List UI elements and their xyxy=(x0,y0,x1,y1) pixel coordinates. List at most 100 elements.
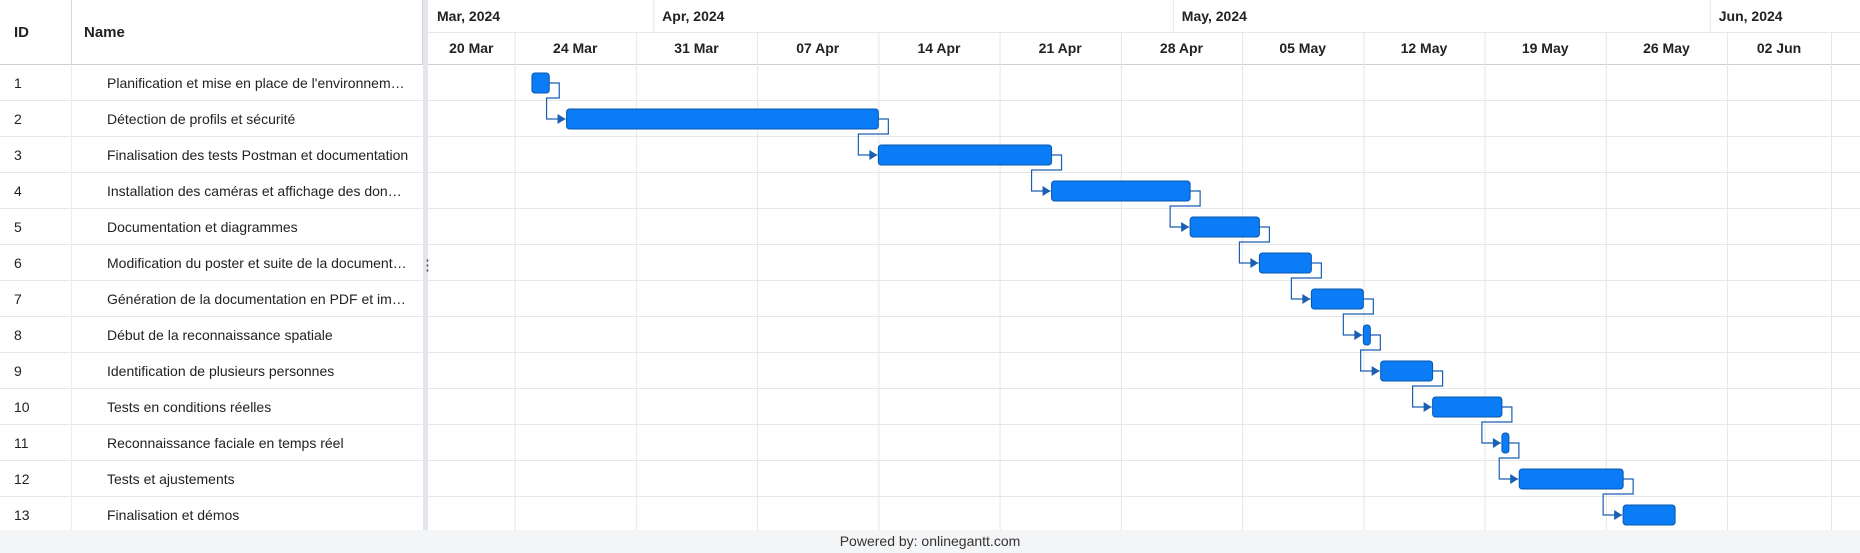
dependency-arrow-icon xyxy=(1423,402,1432,412)
task-name[interactable]: Reconnaissance faciale en temps réel xyxy=(107,435,344,451)
dependency-arrow-icon xyxy=(1354,330,1363,340)
task-name[interactable]: Détection de profils et sécurité xyxy=(107,111,296,127)
task-row[interactable]: 5 Documentation et diagrammes xyxy=(0,209,423,245)
splitter-handle-icon[interactable]: ⋮ xyxy=(420,257,435,274)
month-label: May, 2024 xyxy=(1182,8,1247,24)
task-row[interactable]: 12 Tests et ajustements xyxy=(0,461,423,497)
task-row[interactable]: 1 Planification et mise en place de l'env… xyxy=(0,65,423,101)
column-divider xyxy=(71,425,72,461)
task-row[interactable]: 7 Génération de la documentation en PDF e… xyxy=(0,281,423,317)
week-label: 31 Mar xyxy=(674,40,719,56)
column-divider xyxy=(71,137,72,173)
task-row[interactable]: 13 Finalisation et démos xyxy=(0,497,423,530)
task-name[interactable]: Installation des caméras et affichage de… xyxy=(107,183,409,199)
task-id: 10 xyxy=(14,399,30,415)
task-row[interactable]: 9 Identification de plusieurs personnes xyxy=(0,353,423,389)
task-id: 6 xyxy=(14,255,22,271)
dependency-link xyxy=(1602,478,1634,516)
task-bar[interactable] xyxy=(1362,324,1371,346)
month-label: Jun, 2024 xyxy=(1719,8,1783,24)
task-bar[interactable] xyxy=(1051,180,1191,202)
week-label: 05 May xyxy=(1279,40,1326,56)
dependency-link xyxy=(545,82,566,120)
task-id: 4 xyxy=(14,183,22,199)
dependency-link xyxy=(1360,334,1381,372)
week-label: 02 Jun xyxy=(1757,40,1801,56)
task-id: 1 xyxy=(14,75,22,91)
task-id: 7 xyxy=(14,291,22,307)
task-id: 5 xyxy=(14,219,22,235)
task-id: 3 xyxy=(14,147,22,163)
task-bar[interactable] xyxy=(1380,360,1434,382)
month-label: Apr, 2024 xyxy=(662,8,724,24)
column-divider xyxy=(71,245,72,281)
task-name[interactable]: Finalisation et démos xyxy=(107,507,240,523)
task-row[interactable]: 8 Début de la reconnaissance spatiale xyxy=(0,317,423,353)
task-name[interactable]: Modification du poster et suite de la do… xyxy=(107,255,409,271)
id-column-header[interactable]: ID xyxy=(0,0,72,65)
task-name[interactable]: Génération de la documentation en PDF et… xyxy=(107,291,409,307)
task-row[interactable]: 11 Reconnaissance faciale en temps réel xyxy=(0,425,423,461)
week-label: 12 May xyxy=(1401,40,1448,56)
task-id: 11 xyxy=(14,435,29,451)
week-label: 20 Mar xyxy=(449,40,494,56)
task-bar[interactable] xyxy=(1518,468,1624,490)
task-bar[interactable] xyxy=(566,108,879,130)
task-bar[interactable] xyxy=(1310,288,1364,310)
name-column-header[interactable]: Name xyxy=(84,24,125,41)
task-name[interactable]: Tests et ajustements xyxy=(107,471,235,487)
column-divider xyxy=(71,101,72,137)
dependency-link xyxy=(1030,154,1063,192)
task-row[interactable]: 2 Détection de profils et sécurité xyxy=(0,101,423,137)
task-name[interactable]: Tests en conditions réelles xyxy=(107,399,272,415)
task-bar[interactable] xyxy=(1258,252,1312,274)
column-divider xyxy=(71,353,72,389)
week-label: 14 Apr xyxy=(917,40,961,56)
week-label: 26 May xyxy=(1643,40,1690,56)
dependency-arrow-icon xyxy=(1250,258,1259,268)
gantt-chart: ID Name 1 Planification et mise en place … xyxy=(0,0,1860,530)
task-id: 2 xyxy=(14,111,22,127)
week-label: 28 Apr xyxy=(1160,40,1204,56)
task-bar[interactable] xyxy=(1501,432,1510,454)
task-name[interactable]: Début de la reconnaissance spatiale xyxy=(107,327,333,343)
task-row[interactable]: 3 Finalisation des tests Postman et docum… xyxy=(0,137,423,173)
task-id: 12 xyxy=(14,471,30,487)
column-divider xyxy=(71,209,72,245)
week-label: 24 Mar xyxy=(553,40,598,56)
dependency-arrow-icon xyxy=(1492,438,1501,448)
task-id: 8 xyxy=(14,327,22,343)
task-name[interactable]: Planification et mise en place de l'envi… xyxy=(107,75,409,91)
grid-splitter[interactable] xyxy=(423,0,428,530)
week-label: 19 May xyxy=(1522,40,1569,56)
task-name[interactable]: Finalisation des tests Postman et docume… xyxy=(107,147,409,163)
task-bar[interactable] xyxy=(531,72,550,94)
task-bar[interactable] xyxy=(1622,504,1676,526)
task-row[interactable]: 6 Modification du poster et suite de la d… xyxy=(0,245,423,281)
week-label: 21 Apr xyxy=(1039,40,1083,56)
dependency-arrow-icon xyxy=(1614,510,1623,520)
dependency-arrow-icon xyxy=(1371,366,1380,376)
task-name[interactable]: Identification de plusieurs personnes xyxy=(107,363,335,379)
dependency-arrow-icon xyxy=(557,114,566,124)
column-divider xyxy=(71,389,72,425)
dependency-link xyxy=(1481,406,1513,444)
task-id: 13 xyxy=(14,507,30,523)
task-row[interactable]: 4 Installation des caméras et affichage d… xyxy=(0,173,423,209)
task-bar[interactable] xyxy=(1432,396,1503,418)
dependency-arrow-icon xyxy=(1302,294,1311,304)
column-divider xyxy=(71,317,72,353)
dependency-arrow-icon xyxy=(1181,222,1190,232)
dependency-link xyxy=(857,118,889,156)
month-label: Mar, 2024 xyxy=(437,8,500,24)
task-row[interactable]: 10 Tests en conditions réelles xyxy=(0,389,423,425)
powered-by-footer[interactable]: Powered by: onlinegantt.com xyxy=(0,530,1860,553)
task-bar[interactable] xyxy=(877,144,1053,166)
column-divider xyxy=(71,65,72,101)
task-name[interactable]: Documentation et diagrammes xyxy=(107,219,298,235)
timeline-chart: Mar, 2024 Apr, 2024 May, 2024 Jun, 2024 20 M… xyxy=(428,0,1860,530)
column-divider xyxy=(71,461,72,497)
week-label: 07 Apr xyxy=(796,40,840,56)
task-bar[interactable] xyxy=(1189,216,1260,238)
dependency-arrow-icon xyxy=(1510,474,1519,484)
